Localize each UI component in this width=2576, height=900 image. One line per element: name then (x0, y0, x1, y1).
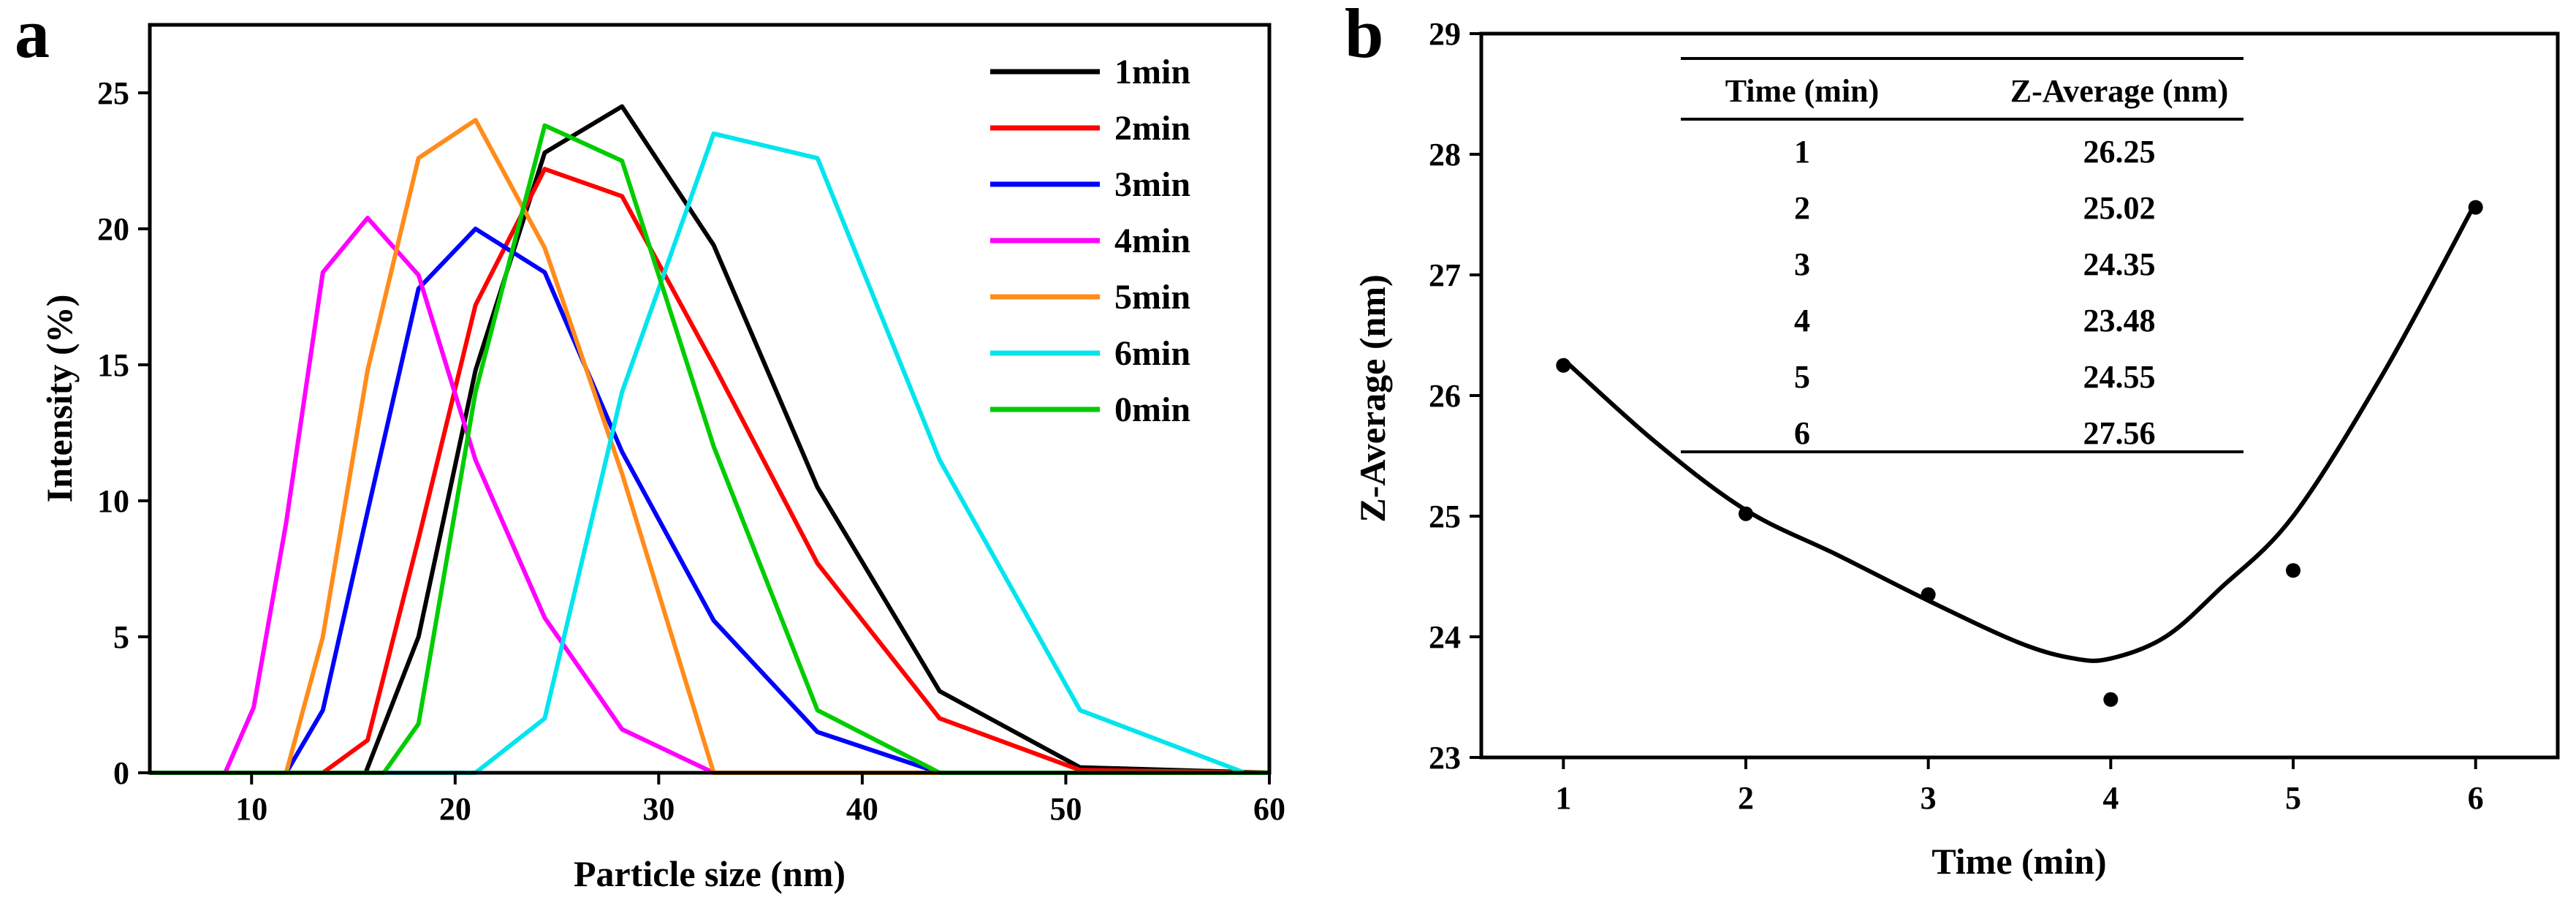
y-tick-label: 5 (113, 619, 129, 655)
x-tick-label: 3 (1920, 780, 1937, 816)
x-tick-label: 2 (1738, 780, 1754, 816)
table-cell-zavg: 27.56 (2083, 415, 2156, 451)
legend-label-3min: 3min (1114, 165, 1190, 204)
x-tick-label: 30 (642, 791, 675, 827)
chart-a-frame (148, 23, 1272, 775)
legend-label-4min: 4min (1114, 222, 1190, 260)
y-tick-label: 20 (97, 211, 129, 247)
chart-a: 10 20 30 40 50 60 0 5 10 15 20 25 1min 2min 3min 4min… (39, 23, 1285, 894)
data-point (2468, 200, 2483, 215)
legend-label-1min: 1min (1114, 53, 1190, 91)
table-header-time: Time (min) (1725, 73, 1880, 109)
table-cell-time: 5 (1794, 359, 1810, 395)
table-cell-zavg: 23.48 (2083, 303, 2156, 339)
y-tick-label: 25 (1429, 499, 1461, 534)
y-tick-label: 28 (1429, 137, 1461, 173)
table-cell-time: 6 (1794, 415, 1810, 451)
data-point (1920, 587, 1936, 602)
chart-b-points (1556, 200, 2483, 707)
chart-a-y-axis: 0 5 10 15 20 25 (97, 75, 150, 791)
x-tick-label: 50 (1049, 791, 1082, 827)
x-tick-label: 5 (2285, 780, 2301, 816)
table-header-zavg: Z-Average (nm) (2010, 73, 2229, 109)
series-line-4min (150, 216, 1269, 775)
x-tick-label: 10 (235, 791, 267, 827)
table-cell-zavg: 26.25 (2083, 134, 2156, 170)
y-tick-label: 27 (1429, 257, 1461, 293)
chart-b-x-axis-label: Time (min) (1931, 841, 2106, 882)
series-line-1min (150, 104, 1270, 775)
y-tick-label: 26 (1429, 378, 1461, 414)
y-tick-label: 23 (1429, 740, 1461, 776)
y-tick-label: 24 (1429, 619, 1461, 655)
table-cell-zavg: 24.35 (2083, 246, 2156, 282)
chart-b-fit-curve (1562, 201, 2478, 663)
chart-b-x-axis: 1 2 3 4 5 6 (1555, 757, 2484, 816)
y-tick-label: 15 (97, 347, 129, 383)
panel-a-letter: a (15, 0, 50, 72)
data-point (2103, 692, 2119, 707)
table-cell-zavg: 25.02 (2083, 190, 2156, 226)
series-line-5min (150, 118, 1269, 775)
legend-label-5min: 5min (1114, 278, 1190, 317)
chart-a-legend: 1min 2min 3min 4min 5min 6min 0min (990, 53, 1190, 429)
x-tick-label: 1 (1555, 780, 1571, 816)
series-line-2min (150, 167, 1270, 775)
y-tick-label: 25 (97, 75, 129, 111)
panel-b-letter: b (1345, 0, 1383, 72)
table-body: 1 26.25 2 25.02 3 24.35 4 23.48 5 24.55 6 27.56 (1794, 134, 2156, 451)
legend-label-0min: 0min (1114, 390, 1190, 429)
data-point (1739, 506, 1754, 521)
chart-b-y-axis: 23 24 25 26 27 28 29 (1429, 16, 1481, 776)
legend-label-2min: 2min (1114, 109, 1190, 148)
chart-a-series-group (150, 104, 1270, 775)
legend-label-6min: 6min (1114, 334, 1190, 373)
y-tick-label: 10 (97, 483, 129, 519)
table-cell-time: 3 (1794, 246, 1810, 282)
z-average-table: Time (min) Z-Average (nm) 1 26.25 2 25.02 3 2… (1681, 57, 2243, 453)
x-tick-label: 6 (2468, 780, 2484, 816)
table-cell-time: 4 (1794, 303, 1810, 339)
table-cell-zavg: 24.55 (2083, 359, 2156, 395)
table-cell-time: 1 (1794, 134, 1810, 170)
x-tick-label: 20 (439, 791, 471, 827)
data-point (2285, 563, 2300, 578)
x-tick-label: 60 (1253, 791, 1285, 827)
x-tick-label: 40 (846, 791, 878, 827)
chart-a-y-axis-label: Intensity (%) (39, 295, 80, 503)
series-line-6min (150, 131, 1269, 775)
x-tick-label: 4 (2102, 780, 2119, 816)
table-cell-time: 2 (1794, 190, 1810, 226)
y-tick-label: 0 (113, 755, 129, 791)
y-tick-label: 29 (1429, 16, 1461, 52)
chart-b-y-axis-label: Z-Average (nm) (1352, 274, 1393, 522)
chart-b-frame (1479, 31, 2560, 760)
series-line-0min (150, 123, 1269, 775)
data-point (1556, 358, 1571, 373)
chart-a-x-axis: 10 20 30 40 50 60 (235, 773, 1285, 827)
chart-a-x-axis-label: Particle size (nm) (574, 853, 846, 894)
